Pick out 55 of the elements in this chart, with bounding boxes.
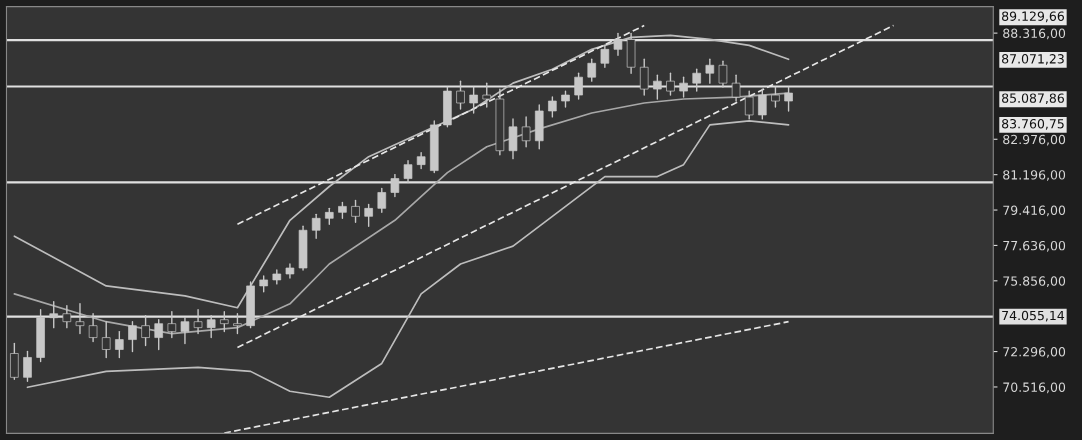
candlestick: [456, 80, 465, 110]
candlestick: [220, 311, 229, 333]
candlestick: [390, 173, 400, 198]
candlestick: [62, 305, 72, 329]
candlestick: [666, 72, 675, 96]
candlestick: [233, 313, 242, 335]
candlestick: [679, 76, 688, 98]
candlestick: [23, 350, 32, 383]
candlestick: [600, 44, 610, 68]
y-tick-label: 88.316,00: [1003, 28, 1066, 40]
candlestick: [167, 311, 177, 339]
candlestick: [469, 86, 478, 114]
y-tick-label: 81.196,00: [1003, 170, 1066, 181]
candlestick: [639, 58, 649, 96]
candlestick: [718, 60, 728, 88]
candlestick: [49, 301, 59, 329]
candlestick: [574, 72, 583, 100]
candlestick: [75, 303, 85, 335]
y-tick-label: 70.516,00: [1003, 382, 1066, 394]
candlestick: [692, 68, 701, 92]
candlestick: [101, 320, 111, 359]
text: 87.071,23: [1002, 54, 1064, 65]
text: 85.087,86: [1002, 93, 1064, 105]
candlestick: [705, 58, 715, 84]
candlestick: [154, 318, 163, 351]
ref-line-label: 74.055,14: [1002, 310, 1065, 322]
candlestick: [115, 330, 124, 359]
candlestick: [548, 96, 557, 118]
candlestick: [731, 74, 741, 102]
candlestick: [403, 159, 413, 184]
candlestick: [587, 58, 597, 82]
candlestick: [180, 317, 190, 345]
candlestick: [10, 342, 19, 381]
candlestick: [311, 213, 321, 239]
candlestick: [364, 203, 373, 227]
candlestick: [88, 313, 98, 343]
candlestick: [653, 74, 662, 100]
text: 89.129,66: [1002, 11, 1064, 23]
candlestick: [482, 82, 492, 108]
y-tick-label: 72.296,00: [1003, 347, 1066, 358]
candlestick: [508, 118, 518, 160]
y-tick-label: 79.416,00: [1003, 205, 1066, 217]
candlestick: [128, 320, 137, 353]
y-tick-label: 75.856,00: [1003, 276, 1066, 288]
candlestick: [141, 315, 150, 347]
y-tick-label: 82.976,00: [1003, 134, 1066, 146]
candlestick: [206, 315, 216, 339]
candlestick: [193, 309, 203, 335]
candlestick: [521, 116, 531, 148]
candlestick: [377, 187, 387, 214]
candlestick: [784, 86, 793, 112]
candlestick: [771, 86, 780, 108]
text: 83.760,75: [1002, 119, 1064, 130]
y-tick-label: 77.636,00: [1003, 240, 1066, 252]
candlestick: [351, 199, 360, 223]
